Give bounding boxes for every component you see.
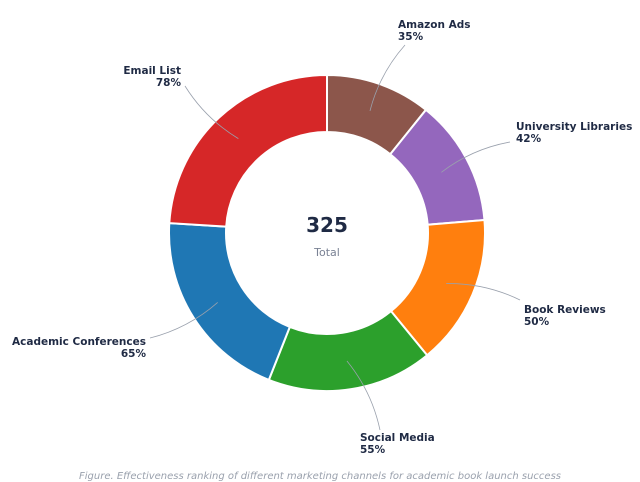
slice-label-value: 35% bbox=[398, 31, 424, 43]
slice-email-list bbox=[168, 73, 328, 228]
slice-label-value: 78% bbox=[156, 77, 182, 89]
slice-label-value: 55% bbox=[360, 444, 386, 456]
donut-slices bbox=[168, 73, 486, 392]
slice-label-value: 50% bbox=[524, 316, 550, 328]
slice-label-name: Academic Conferences bbox=[12, 336, 146, 348]
slice-label-name: University Libraries bbox=[516, 121, 632, 133]
slice-label-name: Amazon Ads bbox=[398, 19, 471, 31]
center-total-label: Total bbox=[313, 246, 340, 259]
leader-lines bbox=[149, 44, 521, 431]
slice-academic-conferences bbox=[168, 222, 292, 382]
leader-line bbox=[149, 302, 218, 339]
leader-line bbox=[346, 360, 381, 431]
leader-line bbox=[446, 283, 521, 301]
figure-caption: Figure. Effectiveness ranking of differe… bbox=[79, 471, 561, 482]
slice-label-name: Book Reviews bbox=[524, 304, 606, 316]
slice-label-value: 65% bbox=[121, 348, 147, 360]
slice-label-name: Email List bbox=[123, 65, 181, 77]
leader-line bbox=[441, 141, 511, 173]
slice-label-name: Social Media bbox=[360, 432, 435, 444]
center-total-value: 325 bbox=[306, 213, 348, 237]
leader-line bbox=[184, 85, 239, 139]
slice-label-value: 42% bbox=[516, 133, 542, 145]
leader-line bbox=[369, 44, 406, 111]
